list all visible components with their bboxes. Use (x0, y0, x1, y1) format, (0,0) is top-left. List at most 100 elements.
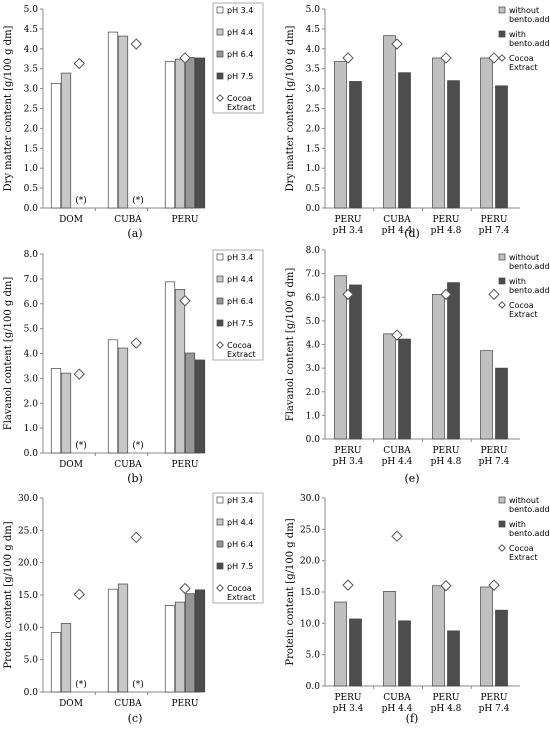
x-tick-label: PERU (172, 699, 199, 709)
cocoa-extract-marker (488, 579, 500, 591)
y-tick-label: 3.5 (306, 65, 321, 75)
y-tick-label: 0.0 (24, 204, 39, 214)
legend-label: Extract (509, 310, 538, 319)
legend-label: pH 4.4 (227, 28, 253, 37)
bar-without-bento-add (432, 57, 445, 209)
bar-ph-3-4 (50, 632, 62, 693)
bar-ph-4-4 (174, 58, 186, 209)
y-tick-label: 1.0 (306, 164, 321, 174)
legend-label: Cocoa (509, 54, 534, 63)
x-tick-label: pH 4.4 (382, 457, 413, 467)
x-tick-label: pH 3.4 (333, 704, 364, 714)
legend-swatch (216, 518, 224, 526)
bar-without-bento-add (432, 294, 445, 440)
panel-label: (a) (127, 227, 142, 240)
legend-swatch (216, 50, 224, 58)
y-axis-label: Flavanol content [g/100 g dm] (285, 268, 296, 422)
x-tick-label: PERU (335, 693, 362, 703)
legend-swatch (498, 6, 506, 14)
cocoa-extract-marker (488, 52, 500, 64)
x-tick-label: DOM (59, 215, 83, 225)
legend-swatch (498, 277, 506, 285)
legend-label: Extract (227, 593, 256, 602)
bar-without-bento-add (480, 586, 493, 687)
legend-label: Cocoa (509, 301, 534, 310)
bar-without-bento-add (383, 591, 396, 687)
y-tick-label: 8.0 (306, 246, 321, 256)
y-tick-label: 2.5 (24, 105, 39, 115)
bar-ph-4-4 (60, 72, 72, 209)
bar-with-bento-add (447, 282, 460, 440)
y-tick-label: 1.0 (306, 411, 321, 421)
y-tick-label: 0.0 (306, 682, 321, 692)
bar-ph-3-4 (50, 83, 62, 209)
y-tick-label: 4.0 (306, 341, 321, 351)
legend-label: pH 6.4 (227, 540, 253, 549)
y-tick-label: 1.0 (24, 424, 39, 434)
bar-ph-7-5 (194, 589, 206, 693)
bar-without-bento-add (480, 350, 493, 440)
y-tick-label: 2.0 (24, 124, 39, 134)
y-tick-label: 0.0 (306, 204, 321, 214)
legend-label: bento.add (509, 286, 550, 295)
legend-swatch (216, 72, 224, 80)
x-tick-label: PERU (433, 446, 460, 456)
y-tick-label: 10.0 (300, 619, 320, 629)
y-tick-label: 7.0 (306, 270, 321, 280)
panel-label: (c) (128, 712, 143, 725)
y-tick-label: 0.0 (24, 688, 39, 698)
legend-label: bento.add (509, 505, 550, 514)
legend-label: without (509, 253, 539, 262)
bar-ph-7-5 (194, 359, 206, 454)
y-tick-label: 4.0 (306, 45, 321, 55)
cocoa-extract-marker (440, 52, 452, 64)
not-applicable-note: (*) (132, 679, 144, 690)
bar-without-bento-add (334, 61, 347, 209)
legend-swatch (216, 319, 224, 327)
bar-with-bento-add (349, 81, 362, 209)
cocoa-extract-marker (130, 531, 142, 544)
y-tick-label: 6.0 (306, 293, 321, 303)
y-tick-label: 25.0 (18, 526, 38, 536)
y-tick-label: 15.0 (300, 588, 320, 598)
legend-label: without (509, 6, 539, 15)
panel-label: (f) (406, 712, 419, 725)
x-tick-label: pH 4.8 (431, 226, 462, 236)
y-tick-label: 30.0 (18, 494, 38, 504)
x-tick-label: PERU (481, 215, 508, 225)
x-tick-label: DOM (59, 460, 83, 470)
bar-ph-6-4 (184, 593, 196, 693)
x-tick-label: CUBA (383, 446, 411, 456)
y-tick-label: 4.0 (24, 45, 39, 55)
bar-without-bento-add (383, 333, 396, 440)
cocoa-extract-marker (440, 288, 452, 301)
legend-label: bento.add (509, 15, 550, 24)
bar-ph-4-4 (117, 583, 129, 693)
not-applicable-note: (*) (75, 440, 87, 451)
x-tick-label: CUBA (114, 215, 142, 225)
legend-label: Cocoa (227, 584, 252, 593)
legend-label: bento.add (509, 262, 550, 271)
not-applicable-note: (*) (132, 440, 144, 451)
legend-label: with (509, 277, 526, 286)
bar-with-bento-add (398, 620, 411, 687)
legend-label: pH 3.4 (227, 6, 253, 15)
legend-diamond-icon (498, 544, 506, 552)
panel-label: (e) (404, 472, 419, 485)
bar-with-bento-add (447, 80, 460, 209)
y-tick-label: 4.5 (306, 25, 321, 35)
legend-diamond-icon (216, 341, 224, 349)
cocoa-extract-marker (179, 295, 191, 307)
cocoa-extract-marker (179, 582, 191, 595)
y-tick-label: 4.0 (24, 350, 39, 360)
bar-ph-3-4 (50, 368, 62, 454)
legend-label: pH 4.4 (227, 275, 253, 284)
cocoa-extract-marker (488, 288, 500, 301)
y-tick-label: 5.0 (24, 325, 39, 335)
x-tick-label: pH 7.4 (479, 704, 510, 714)
cocoa-extract-marker (391, 329, 403, 341)
y-axis-label: Dry matter content [g/100 g dm] (3, 25, 14, 191)
legend-label: without (509, 496, 539, 505)
y-tick-label: 15.0 (18, 591, 38, 601)
legend: withoutbento.addwithbento.addCocoaExtrac… (498, 496, 550, 562)
